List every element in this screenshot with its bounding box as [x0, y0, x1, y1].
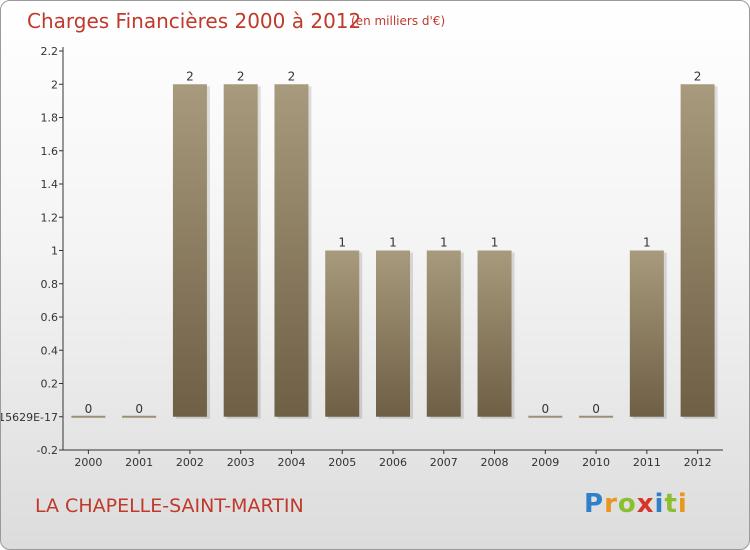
data-label-2011: 1 [643, 236, 651, 250]
chart-subtitle: (en milliers d'€) [351, 14, 446, 28]
x-tick-label-2011: 2011 [633, 456, 661, 469]
bar-2010 [579, 415, 614, 418]
y-tick-label: 2.2 [41, 45, 59, 58]
logo-letter: t [664, 489, 678, 519]
y-tick-label: 0.2 [41, 378, 59, 391]
x-tick-label-2012: 2012 [684, 456, 712, 469]
x-tick-label-2004: 2004 [277, 456, 305, 469]
x-tick-label-2009: 2009 [531, 456, 559, 469]
logo-letter: r [604, 489, 618, 519]
y-tick-label: 1 [51, 245, 58, 258]
bar-2005 [325, 250, 360, 417]
commune-name: LA CHAPELLE-SAINT-MARTIN [35, 495, 304, 517]
data-label-2006: 1 [389, 236, 397, 250]
data-label-2010: 0 [592, 402, 600, 416]
y-tick-label: 2 [51, 78, 58, 91]
x-tick-label-2007: 2007 [430, 456, 458, 469]
y-tick-label: 0.6 [41, 311, 59, 324]
y-tick-label: 0.8 [41, 278, 59, 291]
logo-letter: i [654, 489, 665, 519]
x-tick-label-2005: 2005 [328, 456, 356, 469]
data-label-2012: 2 [694, 69, 702, 83]
bar-2006 [376, 250, 410, 417]
bar-2007 [426, 250, 461, 417]
bar-2002 [172, 84, 207, 417]
data-label-2005: 1 [338, 236, 346, 250]
data-label-2008: 1 [491, 236, 499, 250]
bar-2001 [122, 415, 157, 418]
bar-2009 [528, 415, 563, 418]
chart-title: Charges Financières 2000 à 2012 [27, 9, 362, 33]
data-label-2001: 0 [135, 402, 143, 416]
data-label-2007: 1 [440, 236, 448, 250]
bar-2011 [629, 250, 664, 417]
logo-letter: P [584, 489, 605, 519]
y-tick-label: 1.2 [41, 211, 59, 224]
data-label-2009: 0 [541, 402, 549, 416]
bar-2008 [477, 250, 512, 417]
logo-letter: i [677, 489, 688, 519]
data-label-2004: 2 [288, 69, 296, 83]
bar-2003 [223, 84, 258, 417]
x-tick-label-2001: 2001 [125, 456, 153, 469]
x-tick-label-2000: 2000 [74, 456, 102, 469]
y-tick-label: 1.8 [41, 112, 59, 125]
data-label-2002: 2 [186, 69, 194, 83]
y-tick-label: 1.4 [41, 178, 59, 191]
y-tick-label: 0.4 [41, 344, 59, 357]
y-tick-label: 1.6 [41, 145, 59, 158]
x-tick-label-2008: 2008 [481, 456, 509, 469]
data-label-2000: 0 [85, 402, 93, 416]
bar-2012 [680, 84, 715, 417]
proxiti-logo[interactable]: Proxiti [584, 489, 688, 519]
logo-letter: o [617, 489, 637, 519]
x-tick-label-2010: 2010 [582, 456, 610, 469]
x-tick-label-2006: 2006 [379, 456, 407, 469]
data-label-2003: 2 [237, 69, 245, 83]
x-tick-label-2003: 2003 [227, 456, 255, 469]
x-tick-label-2002: 2002 [176, 456, 204, 469]
y-tick-label: -1.3877787807815629E-17 [1, 411, 58, 424]
bar-2004 [274, 84, 309, 417]
logo-letter: x [636, 489, 655, 519]
bar-2000 [71, 415, 106, 418]
y-tick-label: -0.2 [37, 444, 58, 457]
